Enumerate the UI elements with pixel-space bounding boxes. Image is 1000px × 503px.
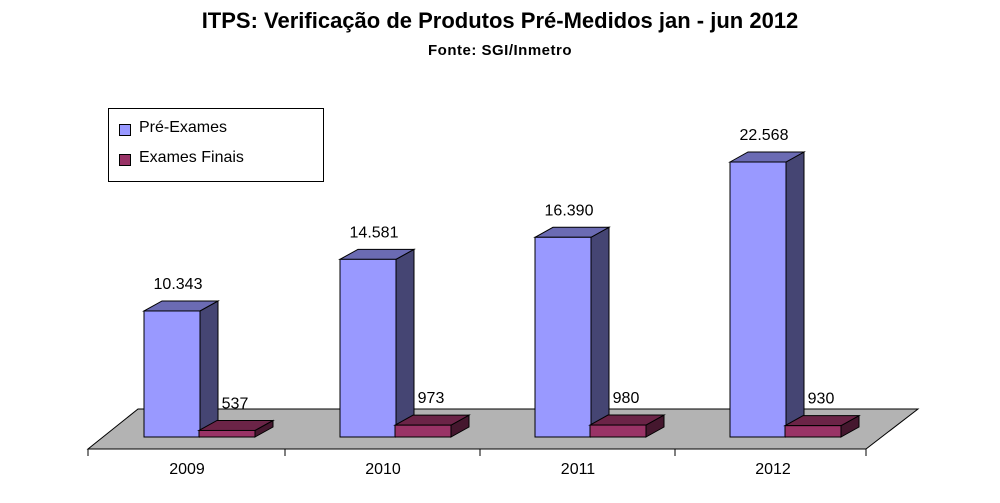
data-label: 980: [613, 390, 640, 407]
data-label: 973: [418, 390, 445, 407]
chart-title: ITPS: Verificação de Produtos Pré-Medido…: [201, 8, 799, 33]
data-label: 14.581: [350, 224, 399, 241]
legend-swatch-pre-exames: [119, 124, 131, 136]
chart-legend: Pré-Exames Exames Finais: [108, 108, 324, 182]
bar: [534, 236, 592, 438]
legend-item-exames-finais: Exames Finais: [119, 149, 244, 169]
legend-item-pre-exames: Pré-Exames: [119, 119, 228, 139]
bar: [589, 424, 647, 438]
bar-side: [395, 248, 415, 438]
data-label: 22.568: [740, 127, 789, 144]
bar-side: [785, 151, 805, 438]
bar: [784, 425, 842, 438]
data-label: 930: [808, 391, 835, 408]
bar: [394, 424, 452, 438]
bar-side: [590, 226, 610, 438]
bar: [729, 161, 787, 438]
x-tick-label: 2011: [561, 461, 596, 478]
x-tick-label: 2009: [169, 461, 205, 478]
bar-side: [199, 300, 219, 438]
chart-subtitle: Fonte: SGI/Inmetro: [428, 42, 572, 59]
x-tick-label: 2010: [365, 461, 401, 478]
x-tick-label: 2012: [755, 461, 791, 478]
data-label: 537: [222, 395, 249, 412]
bar: [198, 429, 256, 438]
legend-label-exames-finais: Exames Finais: [139, 149, 244, 166]
legend-swatch-exames-finais: [119, 154, 131, 166]
data-label: 16.390: [545, 202, 594, 219]
data-label: 10.343: [154, 276, 203, 293]
legend-label-pre-exames: Pré-Exames: [139, 119, 228, 136]
bar: [143, 310, 201, 438]
bar: [339, 258, 397, 438]
